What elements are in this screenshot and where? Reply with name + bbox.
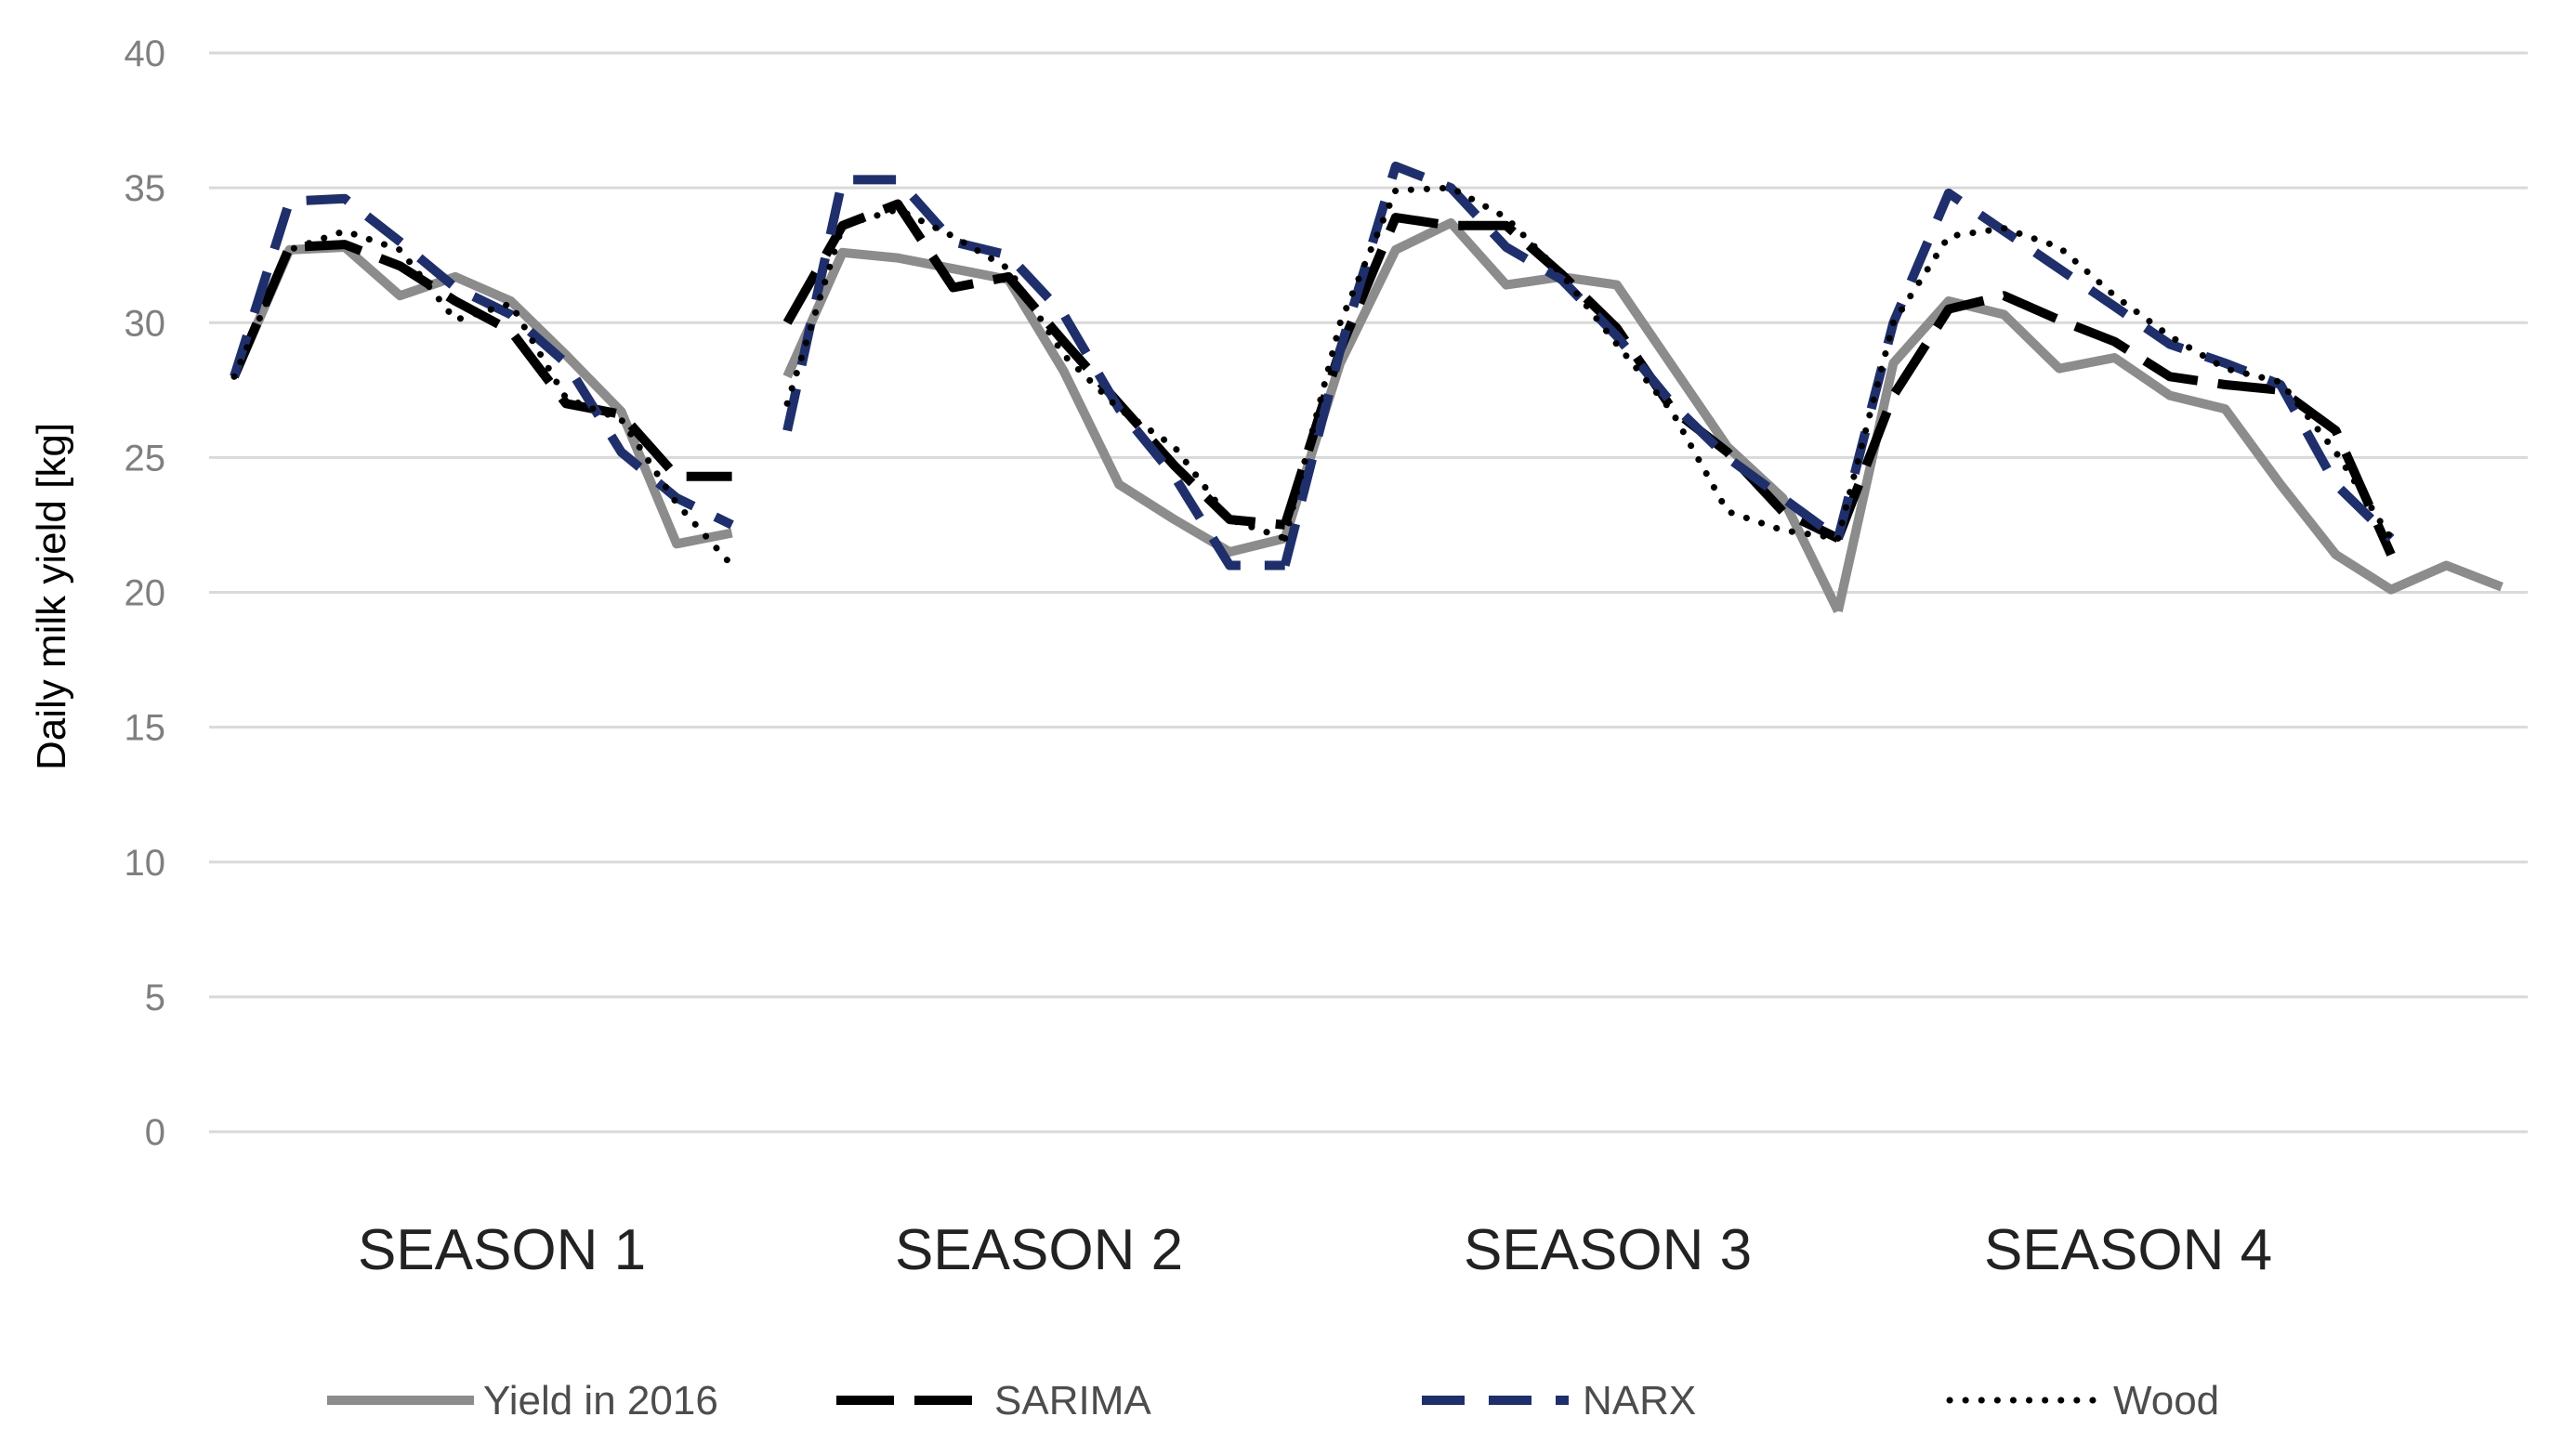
y-tick-label: 40 xyxy=(125,33,166,74)
category-label: SEASON 2 xyxy=(895,1218,1183,1282)
category-label: SEASON 3 xyxy=(1464,1218,1752,1282)
y-tick-label: 15 xyxy=(125,708,166,749)
series-wood xyxy=(230,184,2395,569)
y-axis-title: Daily milk yield [kg] xyxy=(29,423,74,770)
legend-label: SARIMA xyxy=(994,1378,1151,1423)
series-line-segment xyxy=(1282,184,1842,542)
y-tick-label: 5 xyxy=(145,977,165,1018)
series-line-segment xyxy=(1834,296,2504,612)
y-axis-ticks: 0 5 10 15 20 25 30 35 40 xyxy=(125,33,166,1153)
series-line-segment xyxy=(1280,161,1841,567)
legend-label: Wood xyxy=(2113,1378,2219,1423)
series-line-segment xyxy=(230,243,733,549)
series-line-segment xyxy=(782,247,1286,557)
series-line-segment xyxy=(1834,225,2395,542)
series-line-segment xyxy=(230,240,732,481)
y-tick-label: 30 xyxy=(125,303,166,344)
series-line-segment xyxy=(1834,188,2395,542)
y-tick-label: 35 xyxy=(125,168,166,209)
category-labels: SEASON 1 SEASON 2 SEASON 3 SEASON 4 xyxy=(358,1218,2272,1282)
y-tick-label: 20 xyxy=(125,573,166,614)
legend-label: NARX xyxy=(1583,1378,1696,1423)
series-line-segment xyxy=(782,175,1285,571)
legend: Yield in 2016 SARIMA NARX Wood xyxy=(327,1378,2219,1423)
series-lines xyxy=(230,161,2504,613)
category-label: SEASON 4 xyxy=(1984,1218,2272,1282)
y-tick-label: 10 xyxy=(125,843,166,884)
category-label: SEASON 1 xyxy=(358,1218,646,1282)
series-line-segment xyxy=(230,228,736,569)
gridlines xyxy=(209,51,2528,1134)
series-line-segment xyxy=(1280,213,1841,543)
series-narx xyxy=(230,161,2395,571)
legend-label: Yield in 2016 xyxy=(483,1378,718,1423)
y-tick-label: 0 xyxy=(145,1112,165,1153)
series-line-segment xyxy=(230,193,734,530)
y-tick-label: 25 xyxy=(125,438,166,479)
